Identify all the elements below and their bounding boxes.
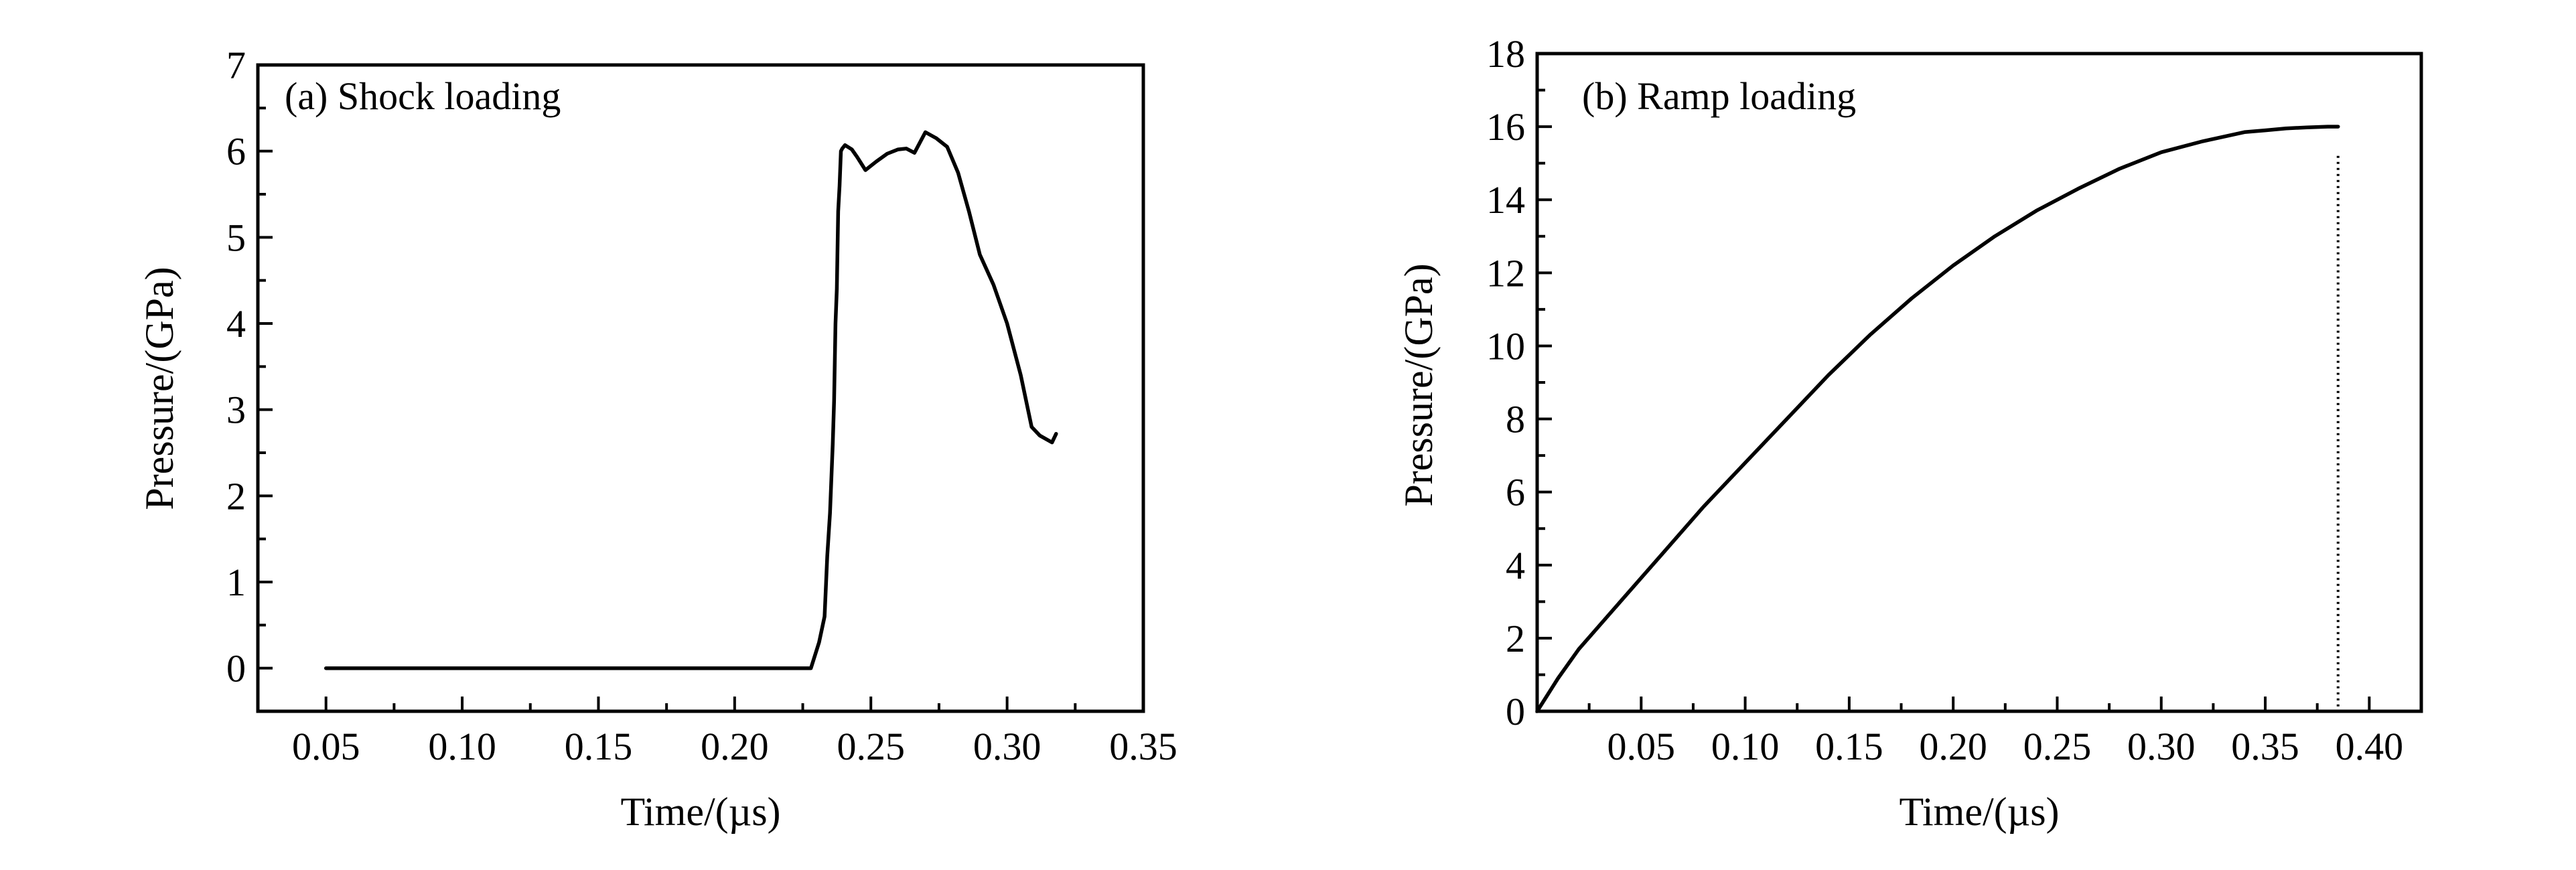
panel-b-x-tick-label: 0.30 — [2127, 725, 2196, 768]
panel-b-x-axis-label: Time/(µs) — [1899, 790, 2059, 834]
panel-a-x-tick-label: 0.35 — [1109, 725, 1177, 768]
panel-a-y-tick-label: 3 — [226, 388, 246, 432]
panel-b-y-axis-label: Pressure/(GPa) — [1397, 263, 1441, 506]
panel-b-plot-frame — [1535, 52, 2423, 713]
panel-a-x-tick-label: 0.05 — [292, 725, 360, 768]
panel-b-x-tick-label: 0.20 — [1919, 725, 1987, 768]
panel-a-y-tick-label: 7 — [226, 44, 246, 87]
panel-a-x-tick-label: 0.15 — [565, 725, 633, 768]
panel-b-y-tick-label: 18 — [1486, 32, 1525, 76]
panel-a-y-tick-label: 1 — [226, 561, 246, 604]
panel-b-x-tick-label: 0.15 — [1815, 725, 1883, 768]
panel-a-x-ticks — [324, 697, 1145, 711]
panel-b-y-tick-label: 8 — [1506, 398, 1525, 441]
panel-a-x-axis-label: Time/(µs) — [620, 790, 780, 834]
panel-a-y-tick-label: 6 — [226, 130, 246, 173]
panel-b-y-tick-label: 10 — [1486, 324, 1525, 368]
panel-b-y-tick-label: 6 — [1506, 471, 1525, 514]
panel-a-x-tick-label: 0.30 — [973, 725, 1042, 768]
panel-b-ramp-loading: 0.05 0.10 0.15 0.20 0.25 0.30 0.35 0.40 0 2 4 6 8 10… — [1397, 32, 2423, 834]
panel-b-pressure-curve — [1535, 125, 2340, 713]
panel-b-y-tick-label: 4 — [1506, 544, 1525, 587]
panel-a-x-tick-labels: 0.05 0.10 0.15 0.20 0.25 0.30 0.35 — [292, 725, 1177, 768]
panel-a-x-tick-label: 0.10 — [428, 725, 496, 768]
panel-a-y-tick-labels: 0 1 2 3 4 5 6 7 — [226, 44, 246, 691]
panel-a-x-tick-label: 0.25 — [837, 725, 905, 768]
panel-a-plot-frame — [256, 63, 1145, 713]
panel-a-pressure-curve — [324, 130, 1058, 670]
panel-a-shock-loading: 0.05 0.10 0.15 0.20 0.25 0.30 0.35 0 1 2 3 4 5 6 7 (a… — [137, 44, 1177, 834]
panel-b-y-tick-label: 16 — [1486, 105, 1525, 149]
panel-b-x-tick-label: 0.40 — [2336, 725, 2404, 768]
panel-b-x-ticks — [1587, 697, 2423, 711]
panel-b-title: (b) Ramp loading — [1582, 74, 1856, 118]
panel-b-x-tick-labels: 0.05 0.10 0.15 0.20 0.25 0.30 0.35 0.40 — [1607, 725, 2404, 768]
panel-a-x-tick-label: 0.20 — [701, 725, 769, 768]
panel-b-x-tick-label: 0.35 — [2231, 725, 2299, 768]
panel-a-y-axis-label: Pressure/(GPa) — [137, 267, 182, 510]
panel-b-x-tick-label: 0.10 — [1711, 725, 1780, 768]
panel-b-x-tick-label: 0.05 — [1607, 725, 1676, 768]
panel-b-y-tick-label: 2 — [1506, 617, 1525, 660]
panel-a-title: (a) Shock loading — [285, 74, 561, 118]
panel-a-y-tick-label: 2 — [226, 474, 246, 518]
panel-a-y-tick-label: 0 — [226, 647, 246, 691]
panel-a-y-tick-label: 4 — [226, 302, 246, 346]
panel-a-y-ticks — [258, 64, 273, 670]
panel-b-y-tick-label: 0 — [1506, 690, 1525, 733]
panel-b-y-tick-labels: 0 2 4 6 8 10 12 14 16 18 — [1486, 32, 1525, 733]
panel-a-y-tick-label: 5 — [226, 216, 246, 259]
panel-b-y-tick-label: 14 — [1486, 178, 1525, 222]
panel-b-y-ticks — [1537, 52, 1552, 713]
panel-b-x-tick-label: 0.25 — [2023, 725, 2092, 768]
panel-b-y-tick-label: 12 — [1486, 251, 1525, 295]
